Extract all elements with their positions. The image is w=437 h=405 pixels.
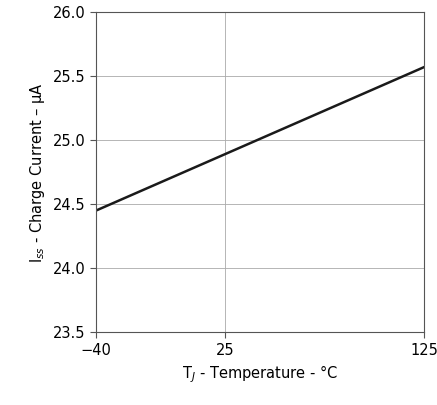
Y-axis label: I$_{ss}$ - Charge Current – μA: I$_{ss}$ - Charge Current – μA bbox=[28, 82, 48, 262]
X-axis label: T$_J$ - Temperature - °C: T$_J$ - Temperature - °C bbox=[182, 363, 338, 385]
